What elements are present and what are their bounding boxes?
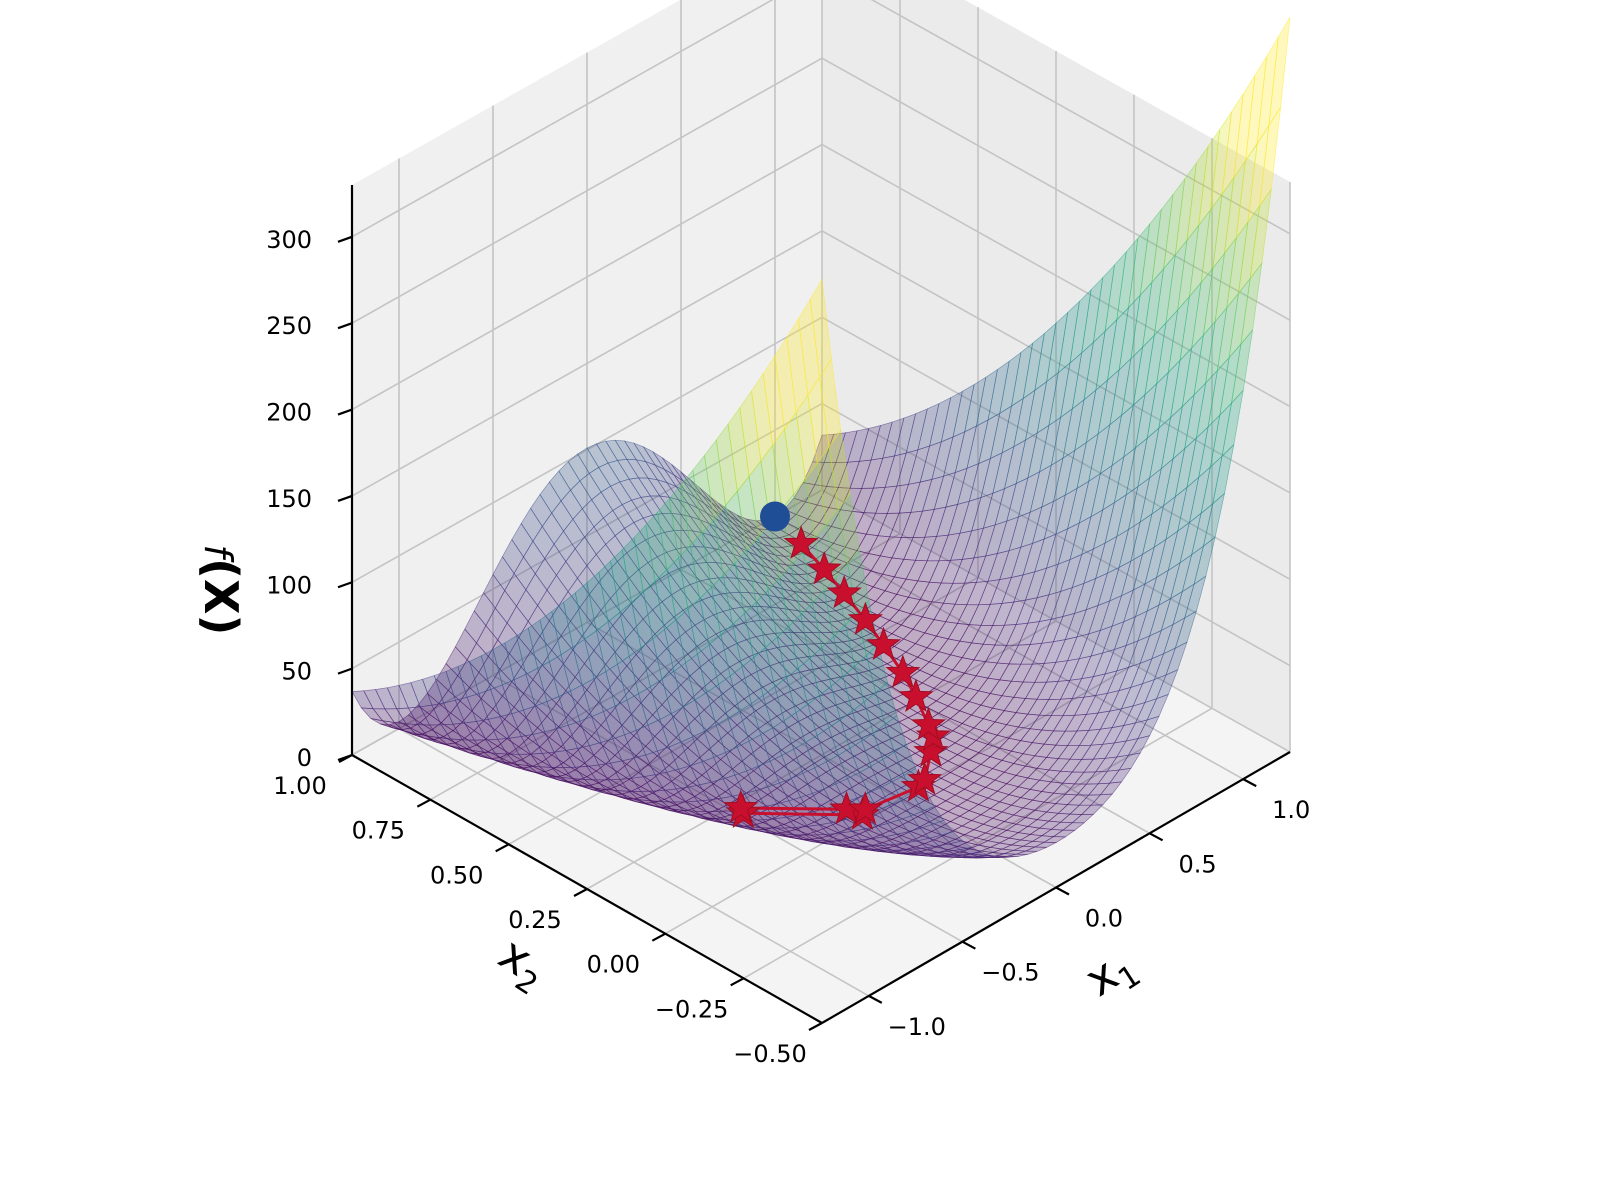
minimum-point-marker: [760, 501, 790, 532]
x2-tick-label: 0.50: [430, 861, 483, 889]
x1-tick: [961, 940, 976, 950]
path-star-marker: [898, 678, 934, 712]
x2-axis-title: x2: [486, 926, 558, 1002]
axis-lines-and-ticks: −1.0 −0.5 0.0 0.5 1.0 −0.50−0.25 0.00 0.25 0.50 0…: [266, 185, 1310, 1068]
x1-axis-title: x1: [1075, 936, 1147, 1012]
path-star-marker: [913, 733, 949, 767]
gridline-z: [351, 402, 1291, 670]
gridline-z: [351, 316, 1291, 583]
x1-tick-label: 0.0: [1085, 905, 1123, 933]
x1-tick-label: −1.0: [888, 1013, 946, 1041]
x2-tick-label: −0.50: [733, 1040, 807, 1068]
path-star-marker: [847, 791, 883, 825]
z-tick-label: 0: [297, 744, 312, 772]
x2-tick: [495, 843, 510, 853]
x2-tick: [651, 932, 666, 942]
path-star-marker: [847, 601, 883, 635]
optimization-path: [723, 501, 951, 830]
z-tick: [337, 494, 353, 502]
gridline-z: [351, 489, 1291, 756]
path-star-marker: [907, 761, 943, 795]
z-tick: [337, 667, 353, 675]
z-tick-label: 150: [266, 485, 312, 513]
x2-tick-label: −0.25: [655, 995, 729, 1023]
surface-cell: [809, 278, 832, 379]
x1-tick: [1149, 832, 1164, 842]
x2-tick-label: 0.25: [508, 906, 561, 934]
path-star-marker: [910, 706, 946, 741]
path-star-marker: [826, 574, 862, 609]
gridline-z: [351, 229, 1291, 497]
path-star-marker: [723, 789, 759, 823]
x2-tick: [808, 1022, 823, 1031]
x1-tick-label: 1.0: [1272, 796, 1310, 824]
gridline-z: [351, 143, 1291, 411]
z-tick: [337, 235, 353, 243]
x2-tick-label: 1.00: [273, 772, 326, 800]
x2-tick: [573, 888, 588, 897]
x1-tick: [1242, 778, 1257, 788]
z-tick-label: 100: [266, 571, 312, 599]
z-axis-title-arg: (X): [194, 558, 248, 636]
z-tick-label: 50: [281, 658, 312, 686]
x2-tick: [730, 977, 745, 987]
x2-tick-label: 0.75: [352, 817, 405, 845]
z-tick: [337, 322, 353, 330]
z-tick: [337, 581, 353, 589]
z-tick: [337, 753, 353, 762]
z-axis-title: f(X): [194, 545, 248, 636]
path-star-marker: [865, 626, 902, 660]
z-tick-label: 300: [266, 226, 312, 254]
x1-tick: [1055, 886, 1070, 896]
axes-gridlines: [351, 0, 1291, 1024]
path-star-marker: [783, 525, 819, 559]
z-tick-label: 250: [266, 312, 312, 340]
x1-tick: [868, 994, 883, 1004]
x2-tick-label: 0.00: [587, 951, 640, 979]
path-star-marker: [806, 551, 842, 585]
z-tick-label: 200: [266, 399, 312, 427]
gridline-z: [351, 57, 1291, 324]
gridline-z: [351, 0, 1291, 238]
z-tick: [337, 408, 353, 416]
path-star-marker: [885, 654, 921, 688]
x1-tick-label: 0.5: [1179, 850, 1217, 878]
x1-tick-label: −0.5: [981, 959, 1039, 987]
x2-tick: [416, 798, 431, 808]
